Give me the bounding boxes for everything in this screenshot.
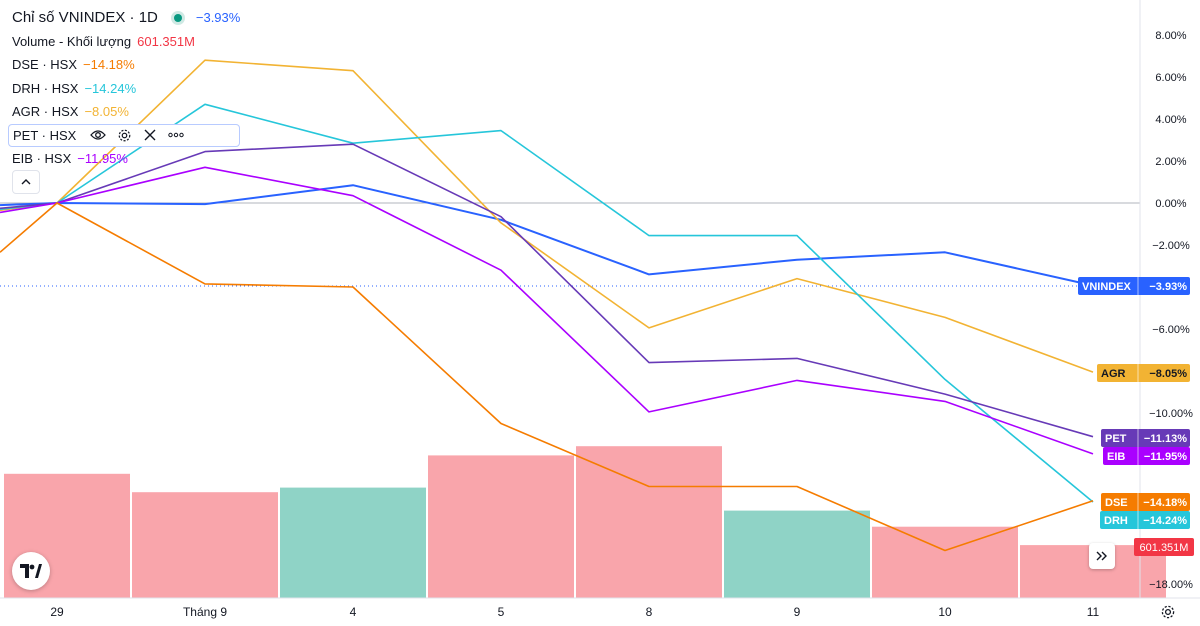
volume-bars (4, 446, 1166, 598)
price-label-name: PET (1105, 433, 1127, 445)
time-axis: 29 Tháng 9 4 5 8 9 10 11 (50, 605, 1099, 619)
y-tick-label: 8.00% (1155, 30, 1186, 42)
volume-axis-label: 601.351M (1140, 542, 1189, 554)
volume-value: 601.351M (137, 33, 195, 49)
y-tick-label: −2.00% (1152, 240, 1190, 252)
legend-row-eib[interactable]: EIB · HSX −11.95% (12, 147, 240, 171)
price-label-drh: DRH −14.24% (1100, 511, 1190, 529)
legend-row-drh[interactable]: DRH · HSX −14.24% (12, 77, 240, 101)
volume-bar (132, 492, 278, 598)
legend-value: −14.24% (84, 80, 137, 96)
x-tick-label: 8 (646, 605, 653, 619)
series-line-drh (0, 103, 1094, 503)
x-tick-label: 9 (794, 605, 801, 619)
more-icon[interactable] (166, 125, 186, 145)
price-label-value: −3.93% (1149, 281, 1187, 293)
close-icon[interactable] (140, 125, 160, 145)
price-scale-labels: VNINDEX −3.93% AGR −8.05% DRH −14.24% PET −11.1… (1078, 277, 1194, 556)
main-symbol-title: Chỉ số VNINDEX · 1D (12, 9, 158, 26)
price-label-value: −14.24% (1143, 515, 1187, 527)
series-line-agr (0, 59, 1094, 373)
legend-row-dse[interactable]: DSE · HSX −14.18% (12, 53, 240, 77)
gear-icon[interactable] (114, 125, 134, 145)
y-tick-label: 4.00% (1155, 114, 1186, 126)
y-tick-label: 2.00% (1155, 156, 1186, 168)
x-tick-label: 10 (938, 605, 952, 619)
legend-row-pet[interactable]: PET · HSX (8, 123, 241, 147)
main-symbol-row[interactable]: Chỉ số VNINDEX · 1D −3.93% (12, 6, 240, 30)
legend-value: −11.95% (77, 150, 128, 166)
x-tick-label: Tháng 9 (183, 605, 227, 619)
legend-name: AGR · HSX (12, 104, 79, 119)
double-chevron-right-icon[interactable] (1089, 543, 1115, 569)
series-line-dse (0, 202, 1094, 552)
price-axis: 8.00% 6.00% 4.00% 2.00% 0.00% −2.00% −6.00% −10… (1149, 30, 1193, 591)
chart-legend: Chỉ số VNINDEX · 1D −3.93% Volume - Khối… (8, 6, 241, 171)
price-label-volume: 601.351M (1134, 538, 1194, 556)
legend-value: −14.18% (83, 57, 135, 72)
series-lines (0, 59, 1094, 552)
price-label-value: −11.95% (1144, 451, 1187, 463)
price-label-value: −11.13% (1144, 433, 1187, 445)
price-label-name: DRH (1104, 515, 1128, 527)
price-label-name: VNINDEX (1082, 281, 1132, 293)
y-tick-label: −10.00% (1149, 408, 1193, 420)
chevron-up-icon[interactable] (12, 170, 40, 194)
price-label-dse: DSE −14.18% (1101, 493, 1190, 511)
y-tick-label: 6.00% (1155, 72, 1186, 84)
eye-icon[interactable] (88, 125, 108, 145)
market-status-dot-icon (173, 13, 182, 22)
x-tick-label: 4 (350, 605, 357, 619)
volume-bar (280, 487, 426, 598)
y-tick-label: −18.00% (1149, 579, 1193, 591)
x-tick-label: 11 (1087, 605, 1100, 619)
price-label-value: −8.05% (1149, 368, 1187, 380)
legend-name: PET · HSX (13, 127, 77, 143)
price-label-name: EIB (1107, 451, 1125, 463)
price-label-name: DSE (1105, 497, 1128, 509)
y-tick-label: −6.00% (1152, 324, 1190, 336)
volume-bar (872, 526, 1018, 598)
price-label-eib: EIB −11.95% (1103, 447, 1190, 465)
x-tick-label: 5 (498, 605, 505, 619)
series-line-eib (0, 166, 1094, 455)
price-label-pet: PET −11.13% (1101, 429, 1190, 447)
legend-name: EIB · HSX (12, 150, 72, 166)
volume-bar (428, 455, 574, 598)
volume-row[interactable]: Volume - Khối lượng 601.351M (12, 30, 240, 54)
x-tick-label: 29 (50, 605, 64, 619)
series-line-pet (0, 143, 1094, 438)
price-label-agr: AGR −8.05% (1097, 364, 1190, 382)
legend-row-agr[interactable]: AGR · HSX −8.05% (12, 100, 240, 124)
y-tick-label: 0.00% (1155, 198, 1186, 210)
volume-bar (724, 510, 870, 598)
main-symbol-change: −3.93% (195, 10, 241, 25)
gear-icon[interactable] (1158, 602, 1178, 622)
price-label-vnindex: VNINDEX −3.93% (1078, 277, 1190, 295)
price-label-name: AGR (1101, 368, 1126, 380)
price-label-value: −14.18% (1143, 497, 1187, 509)
legend-value: −8.05% (84, 104, 129, 119)
legend-name: DRH · HSX (12, 80, 79, 96)
tradingview-logo[interactable] (12, 552, 50, 590)
series-line-vnindex (0, 184, 1094, 287)
legend-name: DSE · HSX (12, 57, 78, 72)
volume-bar (576, 446, 722, 598)
volume-label: Volume - Khối lượng (12, 33, 132, 49)
